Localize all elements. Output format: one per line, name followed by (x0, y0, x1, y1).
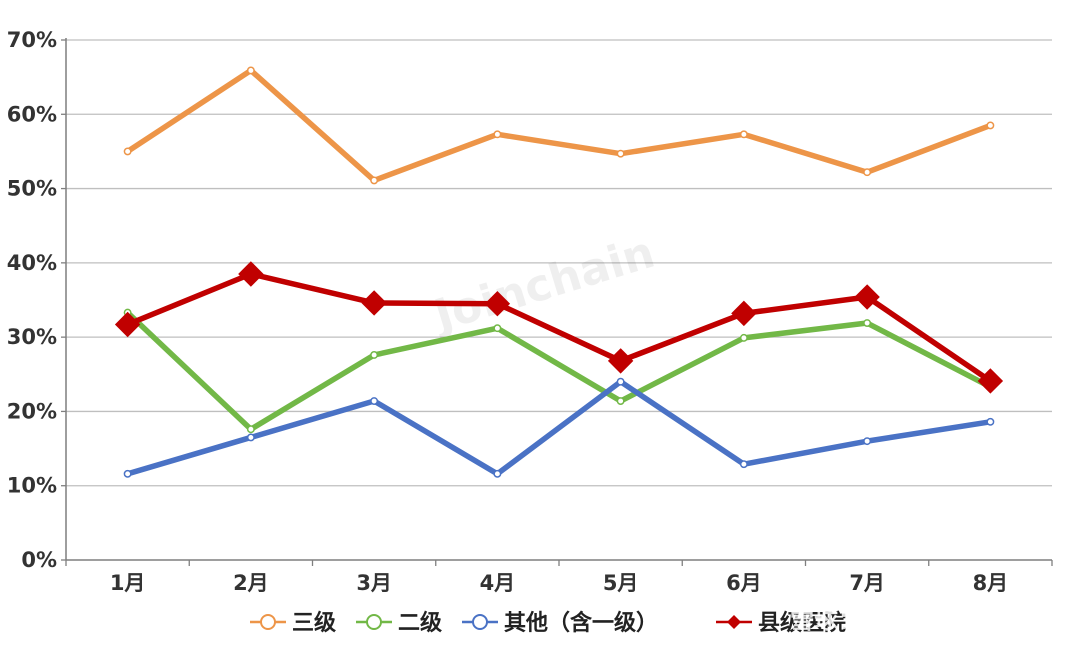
legend-item: 其他（含一级） (462, 610, 658, 636)
legend-marker (366, 614, 382, 630)
legend: 三级 二级 其他（含一级） 县级医院 (250, 610, 846, 636)
data-point (616, 397, 625, 405)
source-watermark: 雪球：众成数科 (790, 606, 958, 634)
legend-item: 县级医院 (716, 610, 846, 636)
data-point (863, 319, 872, 327)
data-point (977, 368, 1004, 394)
legend-marker (727, 615, 741, 629)
data-point (986, 417, 995, 426)
series-line (124, 271, 994, 384)
data-point (739, 130, 748, 139)
data-point (731, 300, 757, 327)
y-tick-label: 60% (7, 102, 57, 126)
x-tick-label: 5月 (603, 571, 639, 595)
y-tick-label: 70% (7, 28, 57, 52)
x-tick-label: 2月 (233, 571, 269, 595)
data-point (123, 147, 132, 156)
x-tick-label: 3月 (356, 571, 392, 595)
data-point (493, 469, 502, 478)
legend-marker (260, 614, 276, 630)
y-tick-label: 0% (21, 548, 57, 572)
data-point (361, 290, 387, 316)
data-point (739, 333, 748, 342)
series-4 (114, 261, 1004, 394)
data-point (114, 311, 141, 338)
legend-label: 其他（含一级） (504, 610, 658, 636)
x-tick-label: 6月 (726, 571, 762, 595)
data-point (370, 176, 379, 185)
series-line (124, 378, 994, 477)
legend-marker (472, 614, 488, 630)
y-tick-label: 10% (7, 474, 57, 498)
series-line (124, 67, 994, 184)
data-point (854, 284, 880, 310)
y-tick-label: 40% (7, 251, 57, 275)
data-point (123, 469, 132, 478)
series-line (124, 309, 994, 433)
data-point (739, 460, 748, 469)
legend-label: 县级医院 (758, 610, 846, 636)
data-point (986, 121, 995, 130)
legend-item: 二级 (356, 610, 442, 636)
legend-label: 二级 (398, 610, 442, 636)
x-tick-labels: 1月 2月 3月 4月 5月 6月 7月 8月 (110, 571, 1008, 595)
series-layer (114, 66, 1004, 478)
data-point (246, 433, 255, 442)
data-point (246, 425, 255, 434)
legend-label: 三级 (292, 610, 336, 636)
data-point (493, 130, 502, 139)
y-tick-label: 20% (7, 399, 57, 423)
series-2 (123, 308, 995, 434)
data-point (370, 397, 379, 405)
data-point (246, 66, 255, 75)
data-point (616, 149, 625, 158)
series-1 (123, 66, 995, 185)
data-point (493, 324, 502, 333)
series-3 (123, 377, 995, 478)
x-tick-label: 7月 (849, 571, 885, 595)
data-point (484, 291, 511, 317)
data-point (863, 168, 872, 177)
y-tick-labels: 0% 10% 20% 30% 40% 50% 60% 70% (7, 28, 57, 572)
axes (61, 38, 1053, 566)
y-tick-label: 50% (7, 177, 57, 201)
y-tick-label: 30% (7, 325, 57, 349)
data-point (370, 351, 379, 359)
x-tick-label: 1月 (110, 571, 146, 595)
x-tick-label: 4月 (480, 571, 516, 595)
x-tick-label: 8月 (973, 571, 1009, 595)
legend-item: 三级 (250, 610, 336, 636)
data-point (238, 261, 264, 287)
data-point (607, 348, 634, 374)
data-point (863, 437, 872, 446)
data-point (616, 377, 625, 386)
